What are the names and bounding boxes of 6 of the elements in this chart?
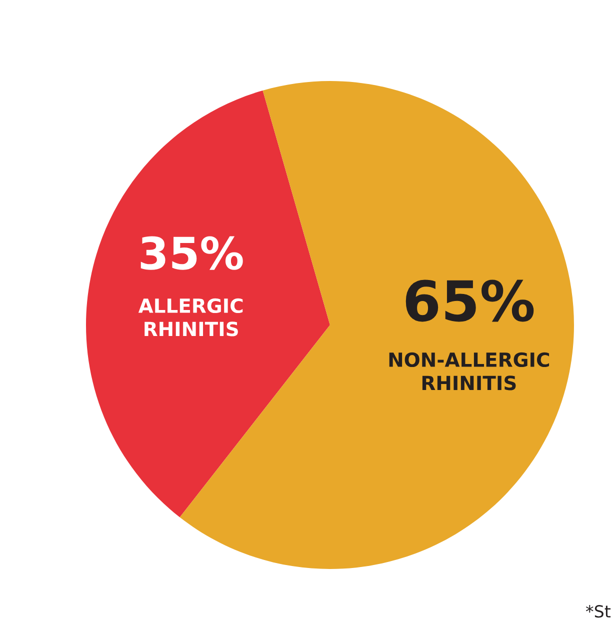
slice-label: NON-ALLERGIC RHINITIS	[389, 352, 550, 390]
text: *St	[586, 605, 611, 618]
data-label: 35%	[140, 236, 243, 270]
pie-slice	[86, 90, 330, 518]
slice-label: ALLERGIC RHINITIS	[138, 298, 243, 336]
data-label: 65%	[406, 280, 534, 322]
